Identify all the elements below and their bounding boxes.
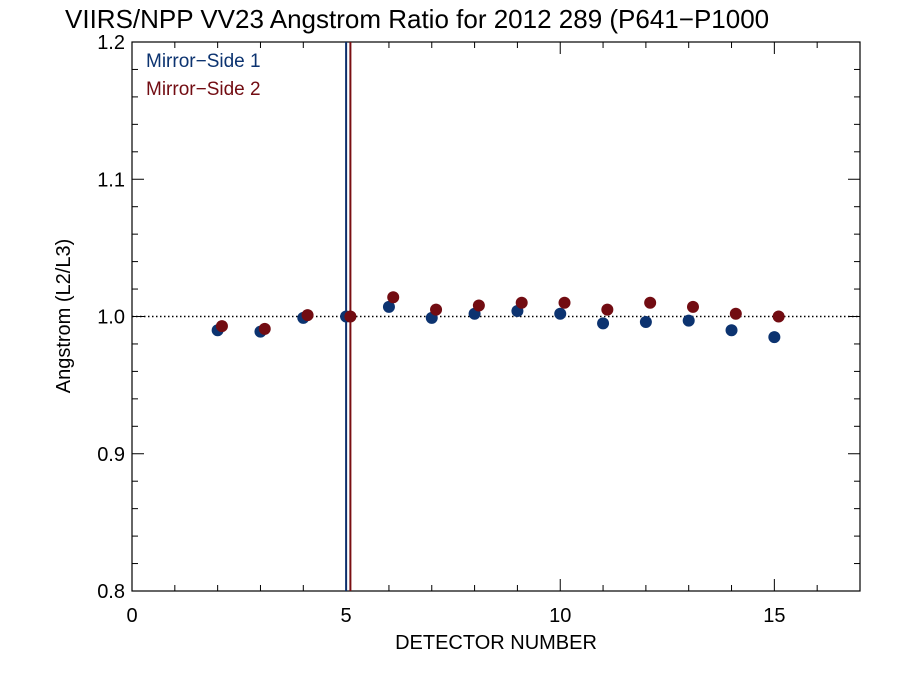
x-tick-label: 5	[341, 605, 352, 627]
y-tick-label: 1.2	[97, 32, 125, 54]
y-axis-title: Angstrom (L2/L3)	[53, 239, 75, 394]
x-tick-label: 15	[763, 605, 785, 627]
data-point-side-2	[601, 303, 614, 316]
data-point-side-1	[725, 324, 738, 337]
legend-entry: Mirror−Side 1	[146, 51, 261, 72]
data-point-side-2	[558, 296, 571, 309]
data-point-side-2	[344, 310, 357, 323]
data-point-side-1	[597, 317, 610, 330]
y-tick-label: 1.0	[97, 307, 125, 329]
chart-title: VIIRS/NPP VV23 Angstrom Ratio for 2012 2…	[65, 4, 769, 34]
y-tick-label: 0.8	[97, 581, 125, 603]
x-axis-title: DETECTOR NUMBER	[395, 632, 597, 654]
data-point-side-2	[472, 299, 485, 312]
data-point-side-1	[382, 300, 395, 313]
data-point-side-1	[639, 315, 652, 328]
data-point-side-2	[258, 322, 271, 335]
x-tick-label: 0	[126, 605, 137, 627]
data-point-side-2	[644, 296, 657, 309]
data-point-side-2	[215, 320, 228, 333]
data-point-side-2	[515, 296, 528, 309]
plot-area: 0 5 10 15 0.8 0.9 1.0 1.1 1.2 Mirror−Side 1 Mirror…	[97, 32, 861, 627]
data-point-side-1	[682, 314, 695, 327]
data-point-side-2	[772, 310, 785, 323]
data-point-side-1	[768, 331, 781, 344]
y-tick-label: 1.1	[97, 169, 125, 191]
data-point-side-1	[554, 307, 567, 320]
data-point-side-2	[301, 309, 314, 322]
y-tick-label: 0.9	[97, 444, 125, 466]
data-point-side-2	[387, 291, 400, 304]
data-point-side-2	[686, 300, 699, 313]
data-point-side-2	[430, 303, 443, 316]
x-tick-label: 10	[549, 605, 571, 627]
data-point-side-2	[729, 307, 742, 320]
legend-entry: Mirror−Side 2	[146, 79, 261, 100]
